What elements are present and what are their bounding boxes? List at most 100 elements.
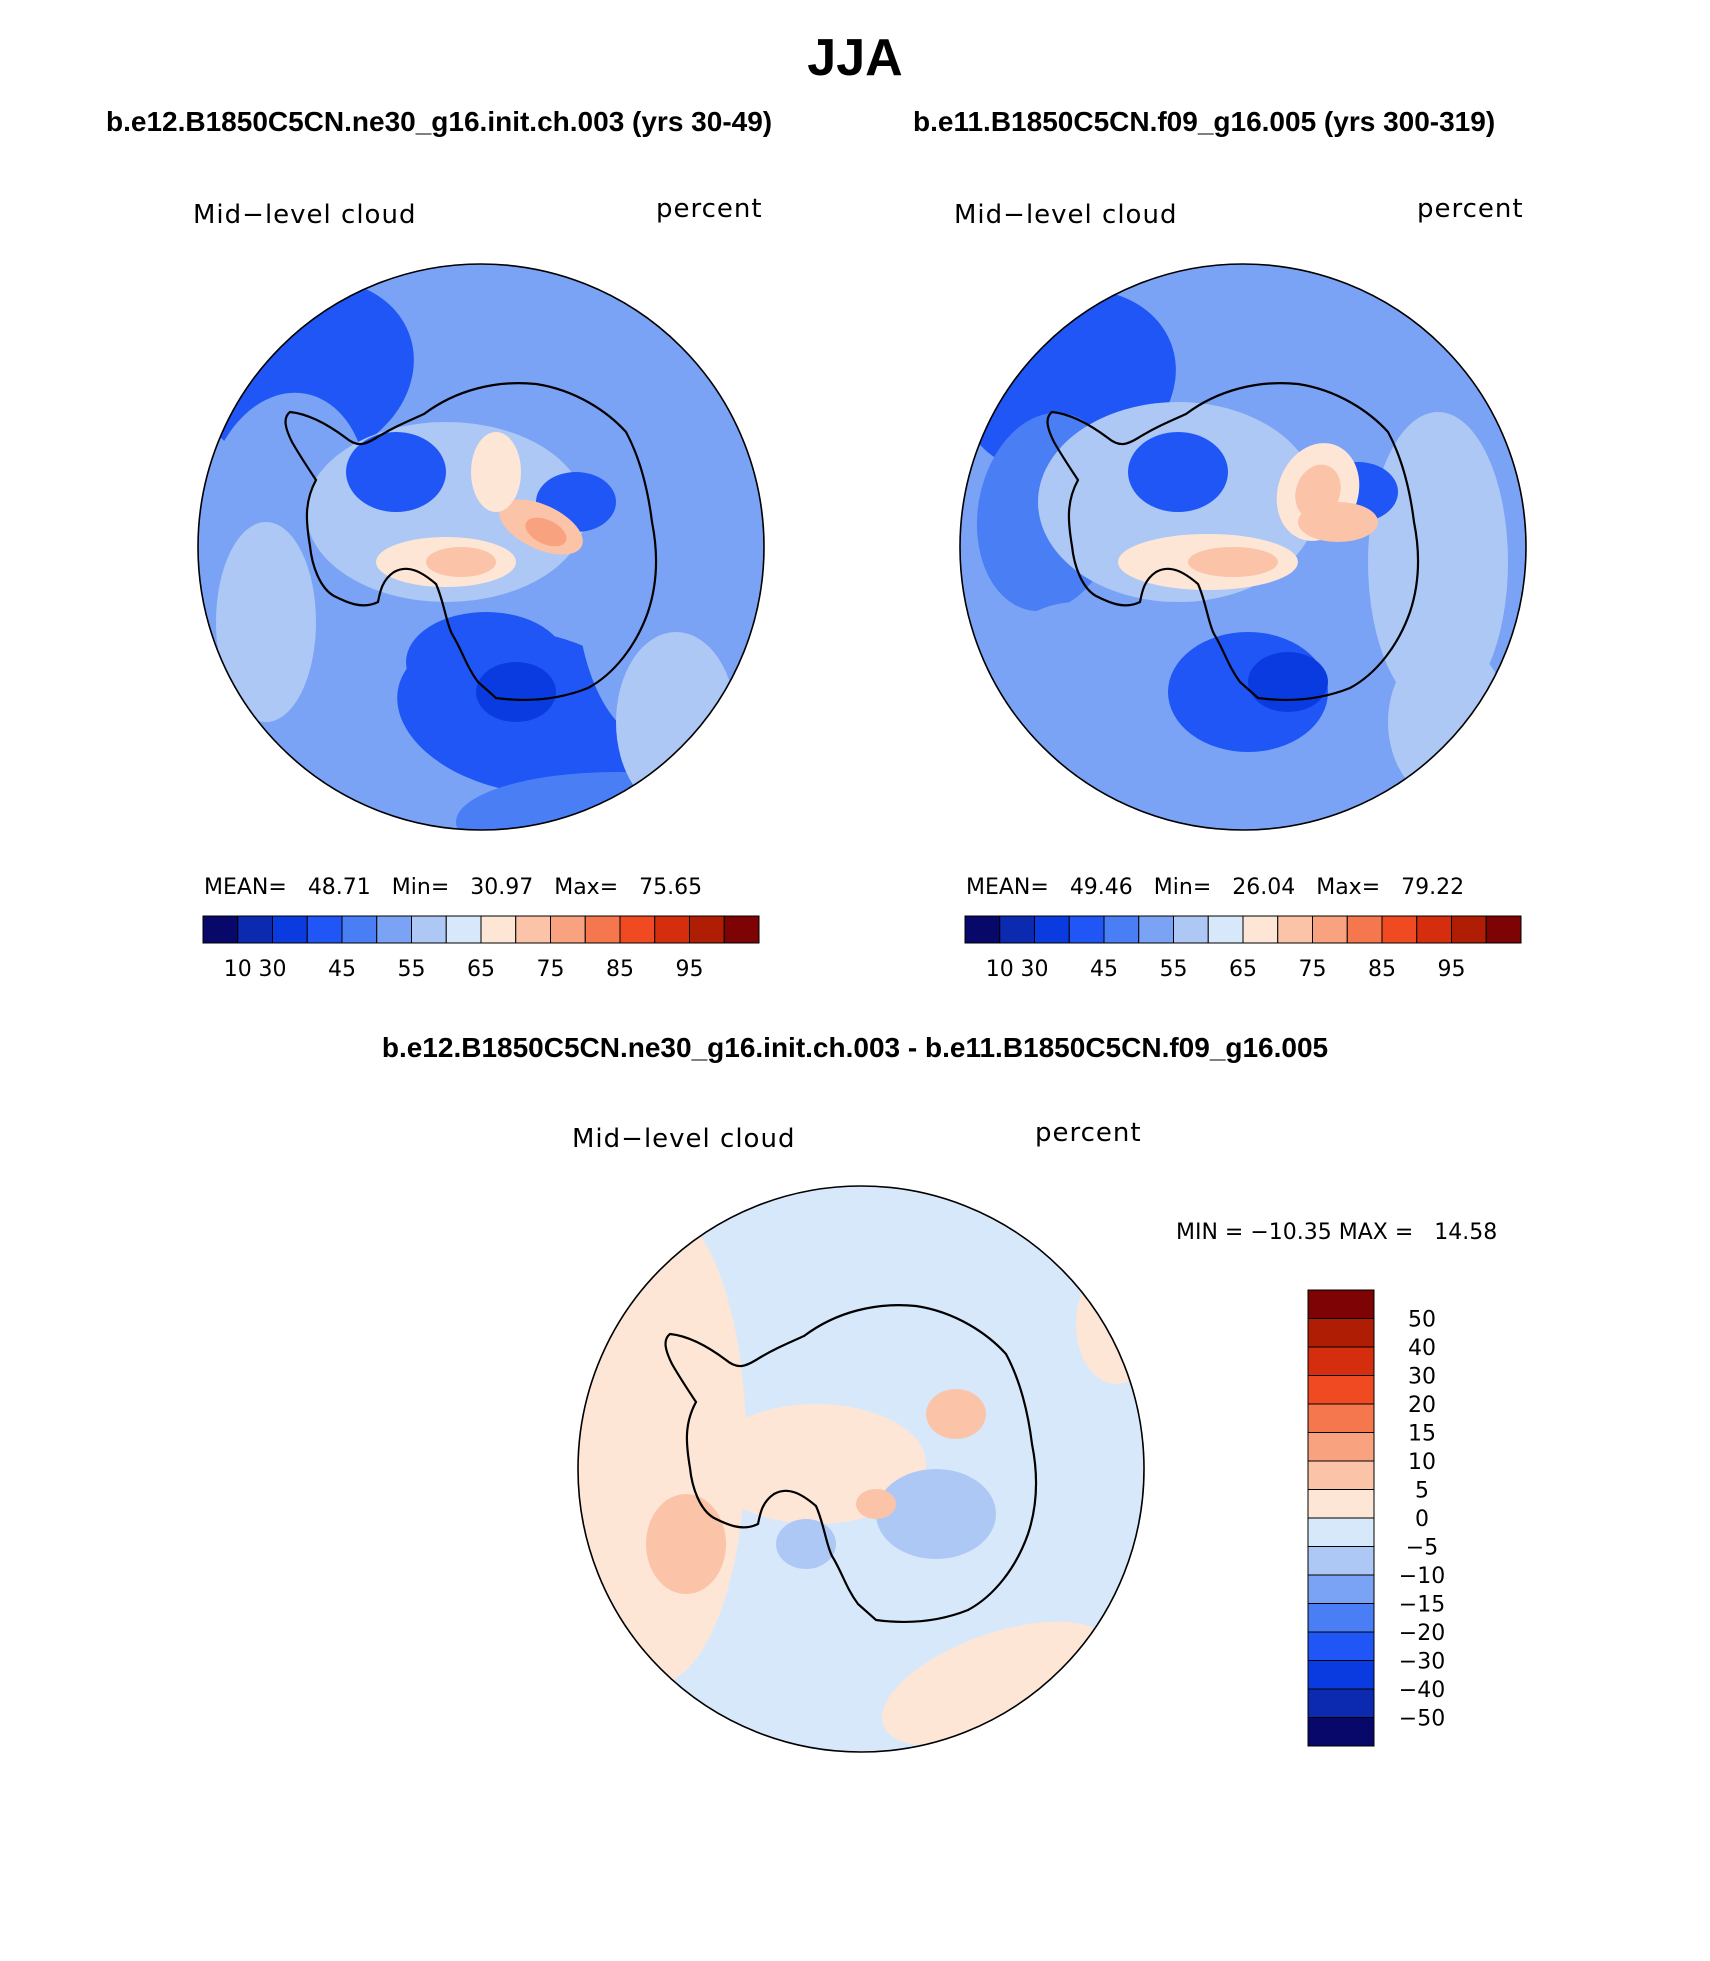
panel2-polar-map [959,263,1527,831]
panel1-max-value: 75.65 [639,875,703,900]
panel2-mean-value: 49.46 [1069,875,1133,900]
colorbar-tick-label: 15 [1408,1422,1436,1447]
difference-title: b.e12.B1850C5CN.ne30_g16.init.ch.003 - b… [381,1032,1329,1063]
colorbar-tick-label: 20 [1408,1393,1436,1418]
contour-region [471,432,521,512]
colorbar-swatch [1138,915,1174,944]
colorbar-swatch [1307,1403,1375,1433]
colorbar-swatch [999,915,1035,944]
panel2-case-title: b.e11.B1850C5CN.f09_g16.005 (yrs 300-319… [913,106,1496,137]
contour-region [346,432,446,512]
contour-region [1368,412,1508,712]
colorbar-tick-label: 30 [259,957,287,982]
antarctica-coastline [1046,382,1420,701]
colorbar-swatch [1307,1289,1375,1319]
colorbar-swatch [1307,1318,1375,1348]
colorbar-swatch [1307,1346,1375,1376]
contour-fill-layer [960,289,1508,830]
colorbar-tick-label: −5 [1406,1536,1438,1561]
colorbar-swatch [1416,915,1452,944]
map-boundary-circle [197,263,765,831]
colorbar-swatch [1307,1432,1375,1462]
contour-region [1238,742,1478,830]
colorbar-tick-label: 65 [1229,957,1257,982]
colorbar-swatch [411,915,447,944]
colorbar-tick-label: 85 [606,957,634,982]
colorbar-swatch [723,915,760,944]
panel2-min-value: 26.04 [1232,875,1296,900]
panel2-stats: MEAN= 49.46 Min= 26.04 Max= 79.22 [966,875,1464,900]
colorbar-tick-label: 5 [1415,1479,1429,1504]
colorbar-swatch [237,915,273,944]
contour-region [1298,502,1378,542]
colorbar-swatch [1307,1375,1375,1405]
colorbar-swatch [1485,915,1522,944]
panel1-case-title: b.e12.B1850C5CN.ne30_g16.init.ch.003 (yr… [106,106,773,137]
panel1-stats: MEAN= 48.71 Min= 30.97 Max= 75.65 [204,875,702,900]
colorbar-swatch [1346,915,1383,944]
contour-region [646,1494,726,1594]
colorbar-tick-label: 0 [1415,1507,1429,1532]
contour-region [216,522,316,722]
colorbar-swatch [1307,1517,1375,1547]
colorbar-tick-label: 95 [676,957,704,982]
panel1-mean-value: 48.71 [307,875,371,900]
colorbar-tick-label: 10 [224,957,252,982]
colorbar-swatch [202,915,239,944]
colorbar-swatch [1307,1574,1375,1604]
colorbar-swatch [584,915,621,944]
colorbar-tick-label: 65 [467,957,495,982]
panel2-units-label: percent [1417,194,1524,224]
colorbar-tick-label: −15 [1399,1593,1445,1618]
antarctica-coastline [284,382,658,701]
colorbar-swatch [1307,1631,1375,1661]
colorbar-tick-label: 30 [1408,1365,1436,1390]
panel2-variable-label: Mid−level cloud [954,200,1178,230]
colorbar-swatch [1307,1460,1375,1490]
colorbar-swatch [1312,915,1348,944]
colorbar-swatch [445,915,482,944]
colorbar-tick-label: −50 [1399,1707,1445,1732]
map-boundary-circle [577,1185,1145,1753]
contour-region [456,772,764,830]
panel1-mean-label: MEAN= [204,875,287,900]
contour-region [856,1489,896,1519]
difference-polar-map [577,1185,1145,1753]
colorbar-tick-label: 85 [1368,957,1396,982]
contour-region [1128,432,1228,512]
colorbar-swatch [1307,1489,1375,1519]
colorbar-tick-label: 95 [1438,957,1466,982]
colorbar-swatch [1307,1717,1375,1747]
contour-region [926,1389,986,1439]
figure-title: JJA [807,29,903,87]
colorbar-swatch [689,915,725,944]
colorbar-swatch [1307,1603,1375,1633]
antarctica-coastline [664,1304,1038,1623]
contour-region [1076,1264,1144,1384]
panel1-min-value: 30.97 [470,875,534,900]
panel2-colorbar: 10 30 45 55 65 75 85 95 [964,915,1522,982]
panel1-polar-map [197,263,765,831]
colorbar-swatch [1173,915,1209,944]
colorbar-swatch [272,915,308,944]
map-boundary-circle [959,263,1527,831]
colorbar-tick-label: 40 [1408,1336,1436,1361]
colorbar-swatch [550,915,586,944]
colorbar-swatch [515,915,551,944]
contour-region [426,547,496,577]
difference-units-label: percent [1035,1118,1142,1148]
panel1-min-label: Min= [391,875,450,900]
contour-region [876,1469,996,1559]
colorbar-swatch [1034,915,1070,944]
contour-region [776,1519,836,1569]
panel1-max-label: Max= [554,875,619,900]
colorbar-swatch [341,915,378,944]
contour-region [881,1621,1111,1747]
panel2-mean-label: MEAN= [966,875,1049,900]
colorbar-tick-label: 30 [1021,957,1049,982]
difference-variable-label: Mid−level cloud [572,1124,796,1154]
contour-region [525,517,567,547]
colorbar-tick-label: 55 [398,957,426,982]
panel2-max-value: 79.22 [1401,875,1465,900]
colorbar-tick-label: 10 [1408,1450,1436,1475]
